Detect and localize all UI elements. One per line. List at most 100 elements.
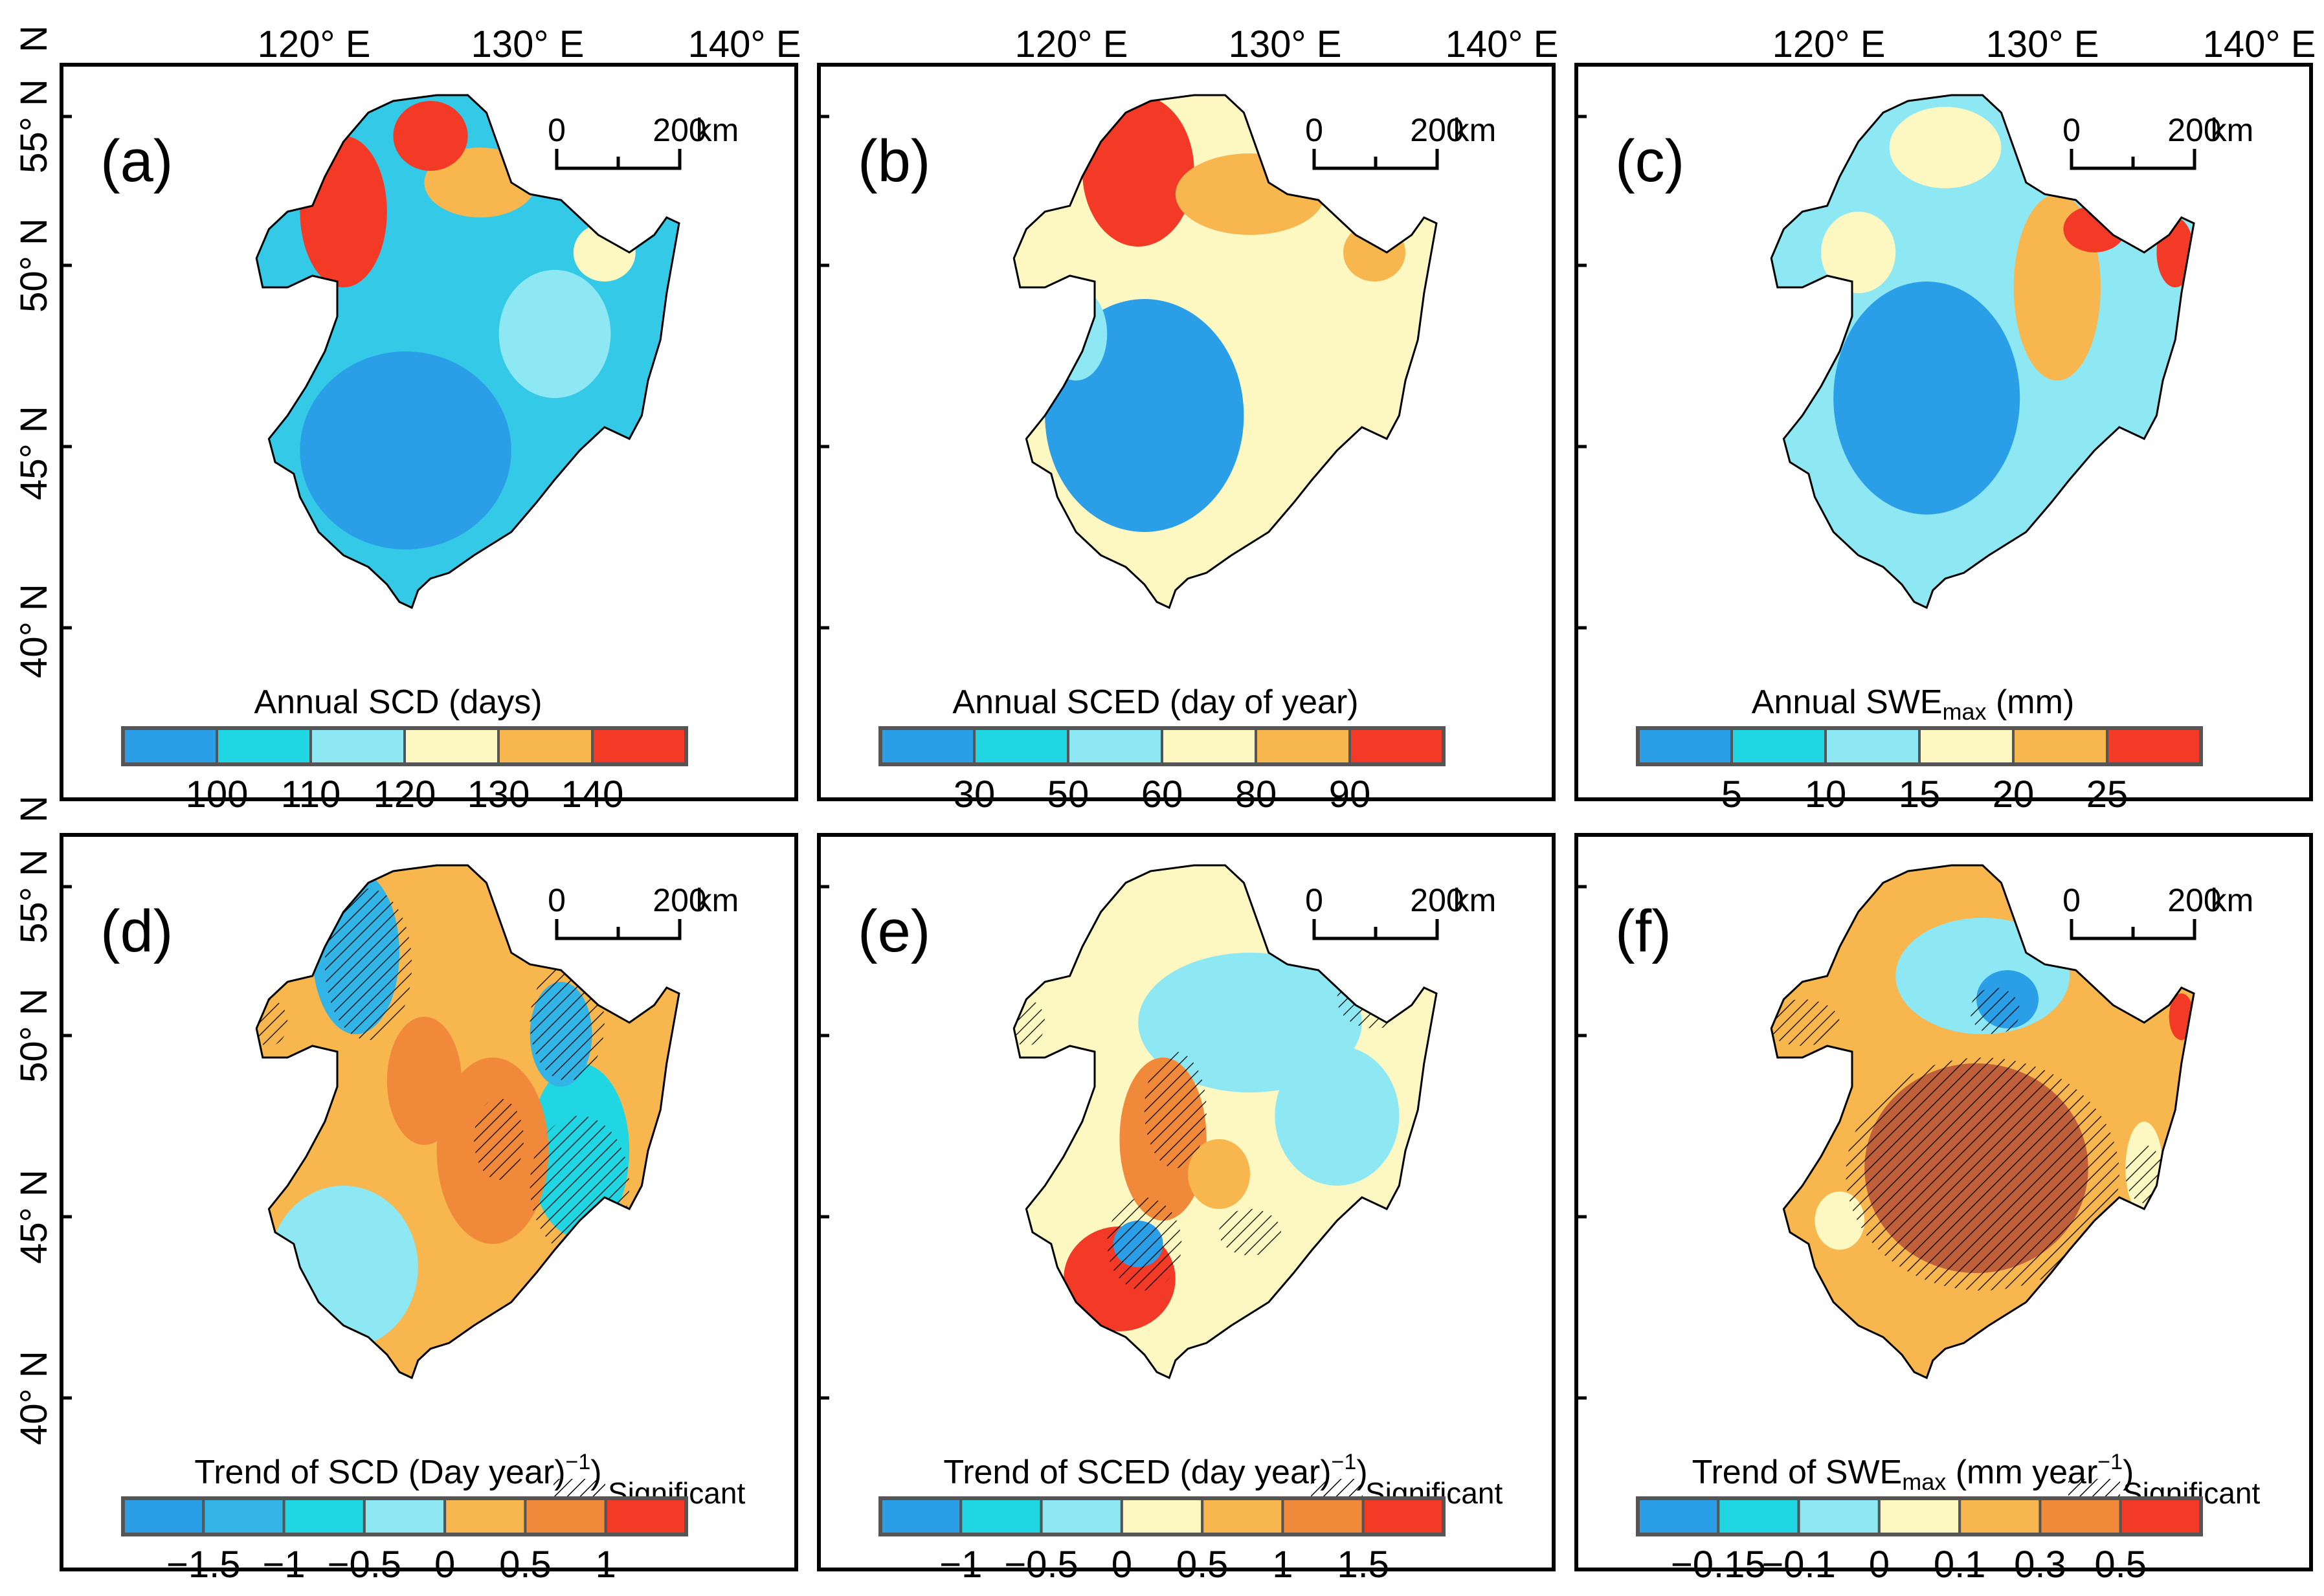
colorbar-swatch xyxy=(591,727,687,766)
colorbar-title-part: max xyxy=(1902,1469,1946,1495)
colorbar-title-part: Annual SWE xyxy=(1752,683,1943,721)
scale-unit: km xyxy=(1453,882,1497,918)
region-patch xyxy=(1821,212,1896,293)
significance-hatch xyxy=(324,889,412,1040)
lat-label: 55° N xyxy=(13,849,55,944)
scale-unit: km xyxy=(696,112,739,148)
region-outline xyxy=(1012,864,1438,1380)
colorbar-frame xyxy=(878,726,1446,766)
scale-zero: 0 xyxy=(548,112,566,148)
scale-unit: km xyxy=(696,882,739,918)
colorbar-tick-label: −1 xyxy=(263,1544,306,1586)
lon-label: 120° E xyxy=(1015,23,1128,65)
colorbar-title: Trend of SWEmax (mm year−1) xyxy=(1692,1450,2134,1495)
region-patch xyxy=(1889,107,2002,188)
colorbar-tick-label: −1.5 xyxy=(166,1544,241,1586)
colorbar-title: Annual SCD (days) xyxy=(254,683,542,721)
lon-label: 130° E xyxy=(1986,23,2099,65)
scale-zero: 0 xyxy=(2062,882,2081,918)
colorbar-title-part: −1 xyxy=(566,1450,591,1474)
colorbar-title-part: Trend of SCD (Day year xyxy=(194,1454,554,1491)
colorbar-swatch xyxy=(2012,727,2108,766)
panel-letter: (a) xyxy=(100,128,173,194)
lon-label: 140° E xyxy=(2203,23,2316,65)
lat-label: 45° N xyxy=(13,1169,55,1264)
colorbar-tick-label: −1 xyxy=(939,1544,982,1586)
colorbar-title-part: max xyxy=(1943,698,1987,725)
colorbar-swatch xyxy=(2119,1497,2203,1536)
colorbar-swatch xyxy=(122,727,218,766)
colorbar-tick-label: 0 xyxy=(434,1544,455,1586)
scale-distance: 200 xyxy=(1410,112,1464,148)
significance-hatch xyxy=(1846,1058,2119,1291)
scale-unit: km xyxy=(2211,882,2254,918)
colorbar-tick-label: 60 xyxy=(1141,773,1183,815)
lon-label: 120° E xyxy=(258,23,371,65)
colorbar-swatch xyxy=(2039,1497,2122,1536)
colorbar-tick-label: 15 xyxy=(1899,773,1941,815)
colorbar-frame xyxy=(878,1496,1446,1536)
colorbar-swatch xyxy=(282,1497,366,1536)
region-patches xyxy=(1821,107,2194,515)
region-outline xyxy=(1770,864,2195,1380)
scale-zero: 0 xyxy=(1305,882,1323,918)
scale-bar xyxy=(2070,149,2196,170)
colorbar-swatch xyxy=(1255,727,1351,766)
panel-letter: (e) xyxy=(858,898,930,964)
colorbar-swatch xyxy=(1120,1497,1204,1536)
significance-hatch xyxy=(474,1098,524,1180)
lon-label: 120° E xyxy=(1772,23,1886,65)
colorbar-title-part: Annual SCD (days) xyxy=(254,683,542,721)
scale-unit: km xyxy=(1453,112,1497,148)
scale-bar xyxy=(555,149,682,170)
colorbar-title-part: Annual SCED (day of year) xyxy=(952,683,1358,721)
colorbar-tick-label: 0.5 xyxy=(1176,1544,1229,1586)
region-patches xyxy=(1014,953,1412,1331)
colorbar-tick-label: 0.5 xyxy=(2094,1544,2147,1586)
colorbar-tick-label: 120 xyxy=(374,773,436,815)
colorbar-swatch xyxy=(604,1497,688,1536)
colorbar-swatch xyxy=(216,727,312,766)
colorbar-title-part: ) xyxy=(2123,1454,2134,1491)
region-patch xyxy=(498,270,611,398)
significance-hatch xyxy=(1107,1197,1182,1291)
region-patch xyxy=(386,1017,462,1145)
colorbar-swatch xyxy=(122,1497,205,1536)
lat-label: 50° N xyxy=(13,988,55,1083)
region-patch xyxy=(393,101,468,171)
scale-zero: 0 xyxy=(1305,112,1323,148)
lat-edge-label: N xyxy=(13,795,55,823)
colorbar-tick-label: 1 xyxy=(596,1544,616,1586)
colorbar-title-part: Trend of SWE xyxy=(1692,1454,1903,1491)
colorbar-swatch xyxy=(1067,727,1163,766)
colorbar-swatch xyxy=(1361,1497,1446,1536)
colorbar-tick-label: 25 xyxy=(2086,773,2128,815)
colorbar-swatch xyxy=(524,1497,607,1536)
scale-unit: km xyxy=(2211,112,2254,148)
colorbar-swatch xyxy=(1717,1497,1800,1536)
colorbar-swatch xyxy=(959,1497,1043,1536)
colorbar-tick-label: 0 xyxy=(1112,1544,1132,1586)
colorbar-tick-label: 90 xyxy=(1329,773,1371,815)
region-patch xyxy=(1188,1139,1250,1209)
colorbar-tick-label: 10 xyxy=(1805,773,1847,815)
region-outline xyxy=(255,94,680,610)
colorbar-swatch xyxy=(202,1497,285,1536)
significance-hatch xyxy=(1771,999,1840,1046)
region-patch xyxy=(1275,1046,1400,1186)
colorbar-title-part: ) xyxy=(1356,1454,1367,1491)
colorbar-swatch xyxy=(1281,1497,1365,1536)
colorbar-swatch xyxy=(1797,1497,1881,1536)
colorbar-swatch xyxy=(497,727,594,766)
scale-zero: 0 xyxy=(548,882,566,918)
colorbar-frame xyxy=(121,1496,688,1536)
colorbar-swatch xyxy=(309,727,406,766)
colorbar-swatch xyxy=(1637,1497,1720,1536)
colorbar-frame xyxy=(1636,1496,2203,1536)
colorbar-swatch xyxy=(879,727,976,766)
colorbar-swatch xyxy=(973,727,1069,766)
region-patch xyxy=(1262,299,1387,439)
